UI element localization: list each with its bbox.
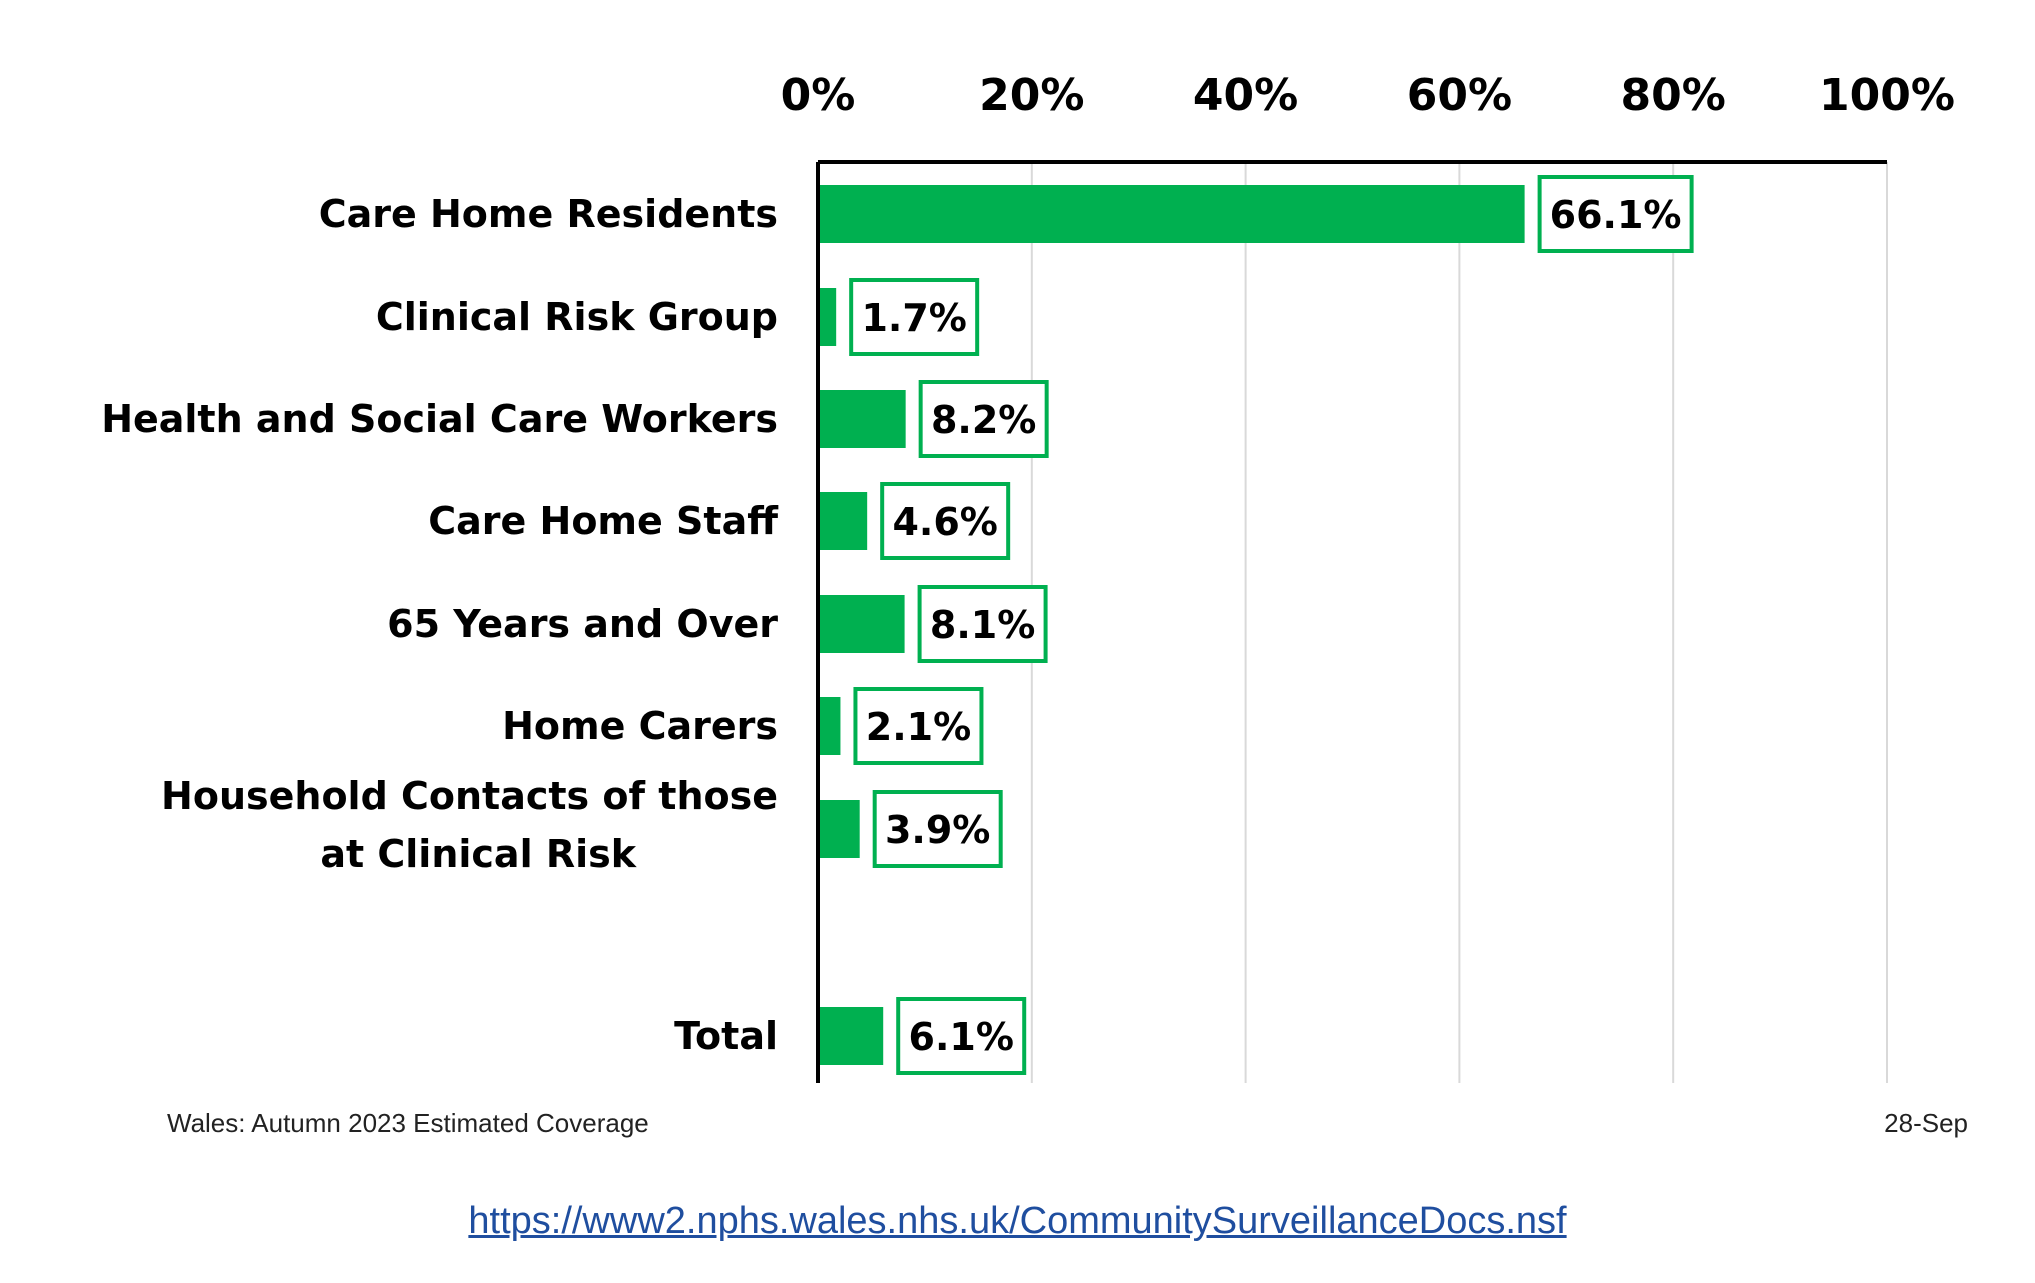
data-label-0: 66.1% <box>1550 193 1682 237</box>
category-label-5: Home Carers <box>502 704 778 748</box>
data-label-1: 1.7% <box>861 296 966 340</box>
gridlines <box>1030 162 1888 1083</box>
category-label-line: at Clinical Risk <box>320 832 636 876</box>
x-tick-label-80: 80% <box>1621 70 1726 121</box>
data-label-box-0 <box>1537 175 1694 253</box>
data-label-6: 3.9% <box>885 808 990 852</box>
bar-2 <box>818 390 906 448</box>
source-link[interactable]: https://www2.nphs.wales.nhs.uk/Community… <box>468 1200 1567 1242</box>
category-label-0: Care Home Residents <box>319 192 778 236</box>
axes <box>816 160 1887 1083</box>
data-label-2: 8.2% <box>931 398 1036 442</box>
data-label-box-6 <box>872 790 1003 868</box>
x-tick-labels: 0% 20% 40% 60% 80% 100% <box>781 70 1955 121</box>
x-tick-label-60: 60% <box>1407 70 1512 121</box>
bars <box>818 185 1525 1065</box>
data-label-box-7 <box>896 997 1027 1075</box>
category-label-7: Total <box>674 1014 778 1058</box>
category-label-1: Clinical Risk Group <box>376 295 778 339</box>
data-label-box-1 <box>849 278 980 356</box>
data-label-box-5 <box>853 687 984 765</box>
bar-0 <box>818 185 1525 243</box>
data-label-5: 2.1% <box>866 705 971 749</box>
data-labels: 66.1% 1.7% 8.2% 4.6% 8.1% 2.1% 3.9% 6.1% <box>849 175 1694 1075</box>
data-label-3: 4.6% <box>892 500 997 544</box>
data-label-4: 8.1% <box>930 603 1035 647</box>
x-tick-label-20: 20% <box>979 70 1084 121</box>
data-label-7: 6.1% <box>909 1015 1014 1059</box>
category-labels: Care Home Residents Clinical Risk Group He… <box>101 192 779 1058</box>
bar-3 <box>818 492 868 550</box>
bar-1 <box>818 288 837 346</box>
x-tick-label-100: 100% <box>1819 70 1955 121</box>
bar-7 <box>818 1007 884 1065</box>
bar-5 <box>818 697 841 755</box>
bar-6 <box>818 800 860 858</box>
category-label-2: Health and Social Care Workers <box>101 397 778 441</box>
category-label-4: 65 Years and Over <box>387 602 778 646</box>
data-label-box-4 <box>917 585 1048 663</box>
x-tick-label-40: 40% <box>1193 70 1298 121</box>
category-label-3: Care Home Staff <box>428 499 779 543</box>
data-label-box-3 <box>880 482 1011 560</box>
data-label-box-2 <box>918 380 1049 458</box>
bar-4 <box>818 595 905 653</box>
x-tick-label-0: 0% <box>781 70 856 121</box>
footnote-right: 28-Sep <box>1884 1108 1968 1138</box>
category-label-line: Household Contacts of those <box>161 774 778 818</box>
footnote-left: Wales: Autumn 2023 Estimated Coverage <box>167 1108 649 1138</box>
category-label-6: Household Contacts of those at Clinical R… <box>161 774 778 876</box>
